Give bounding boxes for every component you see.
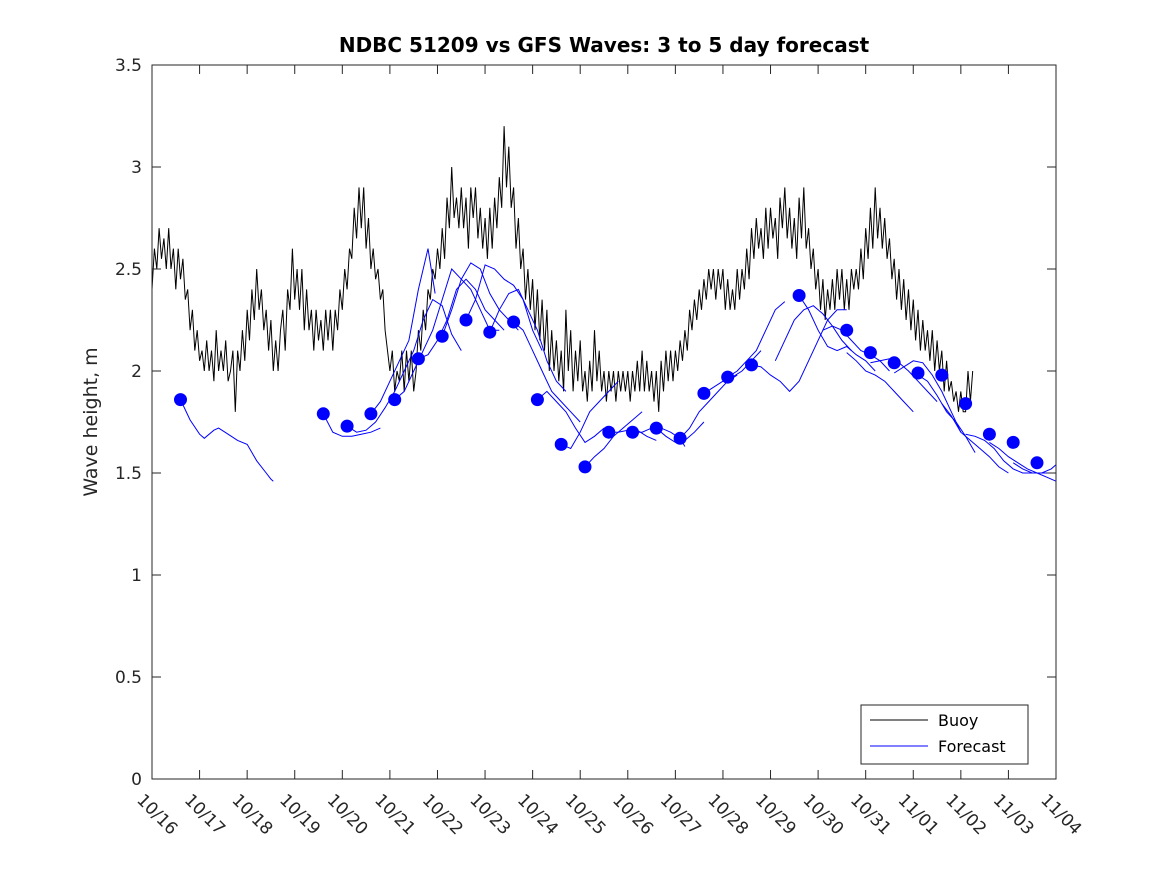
x-tick-label: 10/19 <box>275 790 324 839</box>
x-tick-label: 11/01 <box>894 790 943 839</box>
plot-frame <box>151 64 1057 780</box>
forecast-line <box>561 380 619 450</box>
buoy-series <box>151 126 974 413</box>
forecast-marker <box>626 425 639 439</box>
legend-forecast-label: Forecast <box>938 737 1006 756</box>
forecast-marker <box>316 407 330 421</box>
forecast-line <box>537 390 605 444</box>
x-tick-label: 10/21 <box>370 790 419 839</box>
forecast-marker <box>364 407 378 421</box>
forecast-marker <box>388 393 402 407</box>
y-axis: 0 0.5 1 1.5 2 2.5 3 3.5 <box>115 56 1056 790</box>
y-tick-label: 1.5 <box>115 464 142 484</box>
forecast-line <box>846 352 914 413</box>
forecast-marker <box>792 289 806 302</box>
forecast-line <box>489 288 567 392</box>
forecast-line <box>941 403 1009 474</box>
forecast-line <box>774 305 852 362</box>
forecast-marker <box>435 329 449 343</box>
forecast-marker <box>483 325 497 339</box>
x-tick-label: 10/27 <box>656 790 705 839</box>
forecast-line <box>513 321 581 423</box>
forecast-line <box>822 325 890 372</box>
x-tick-label: 10/18 <box>228 790 277 839</box>
forecast-line <box>798 295 876 372</box>
forecast-marker <box>459 313 473 327</box>
forecast-marker <box>578 460 592 474</box>
x-tick-label: 10/23 <box>466 790 515 839</box>
forecast-marker <box>649 421 663 435</box>
y-tick-label: 3.5 <box>115 56 142 76</box>
x-tick-label: 11/04 <box>1036 790 1085 839</box>
legend-buoy-label: Buoy <box>938 711 978 730</box>
chart-title: NDBC 51209 vs GFS Waves: 3 to 5 day fore… <box>339 33 870 57</box>
forecast-line <box>322 413 381 437</box>
y-tick-label: 2.5 <box>115 260 142 280</box>
forecast-marker <box>887 356 901 370</box>
x-tick-label: 11/03 <box>989 790 1038 839</box>
legend: Buoy Forecast <box>860 704 1029 765</box>
forecast-marker <box>935 368 949 382</box>
forecast-line <box>346 298 462 433</box>
x-tick-label: 10/26 <box>608 790 657 839</box>
x-tick-label: 10/16 <box>132 790 181 839</box>
forecast-marker <box>863 346 877 360</box>
forecast-marker <box>340 419 354 433</box>
forecast-marker <box>697 386 711 400</box>
forecast-line <box>893 360 962 433</box>
forecast-marker <box>411 352 425 366</box>
x-tick-label: 11/02 <box>941 790 990 839</box>
forecast-line <box>394 268 500 400</box>
x-tick-label: 10/29 <box>751 790 800 839</box>
forecast-line <box>180 399 274 482</box>
y-tick-label: 0.5 <box>115 668 142 688</box>
forecast-marker <box>911 366 925 380</box>
x-tick-label: 10/17 <box>180 790 229 839</box>
buoy-line <box>151 126 974 413</box>
forecast-marker <box>959 397 973 411</box>
forecast-line <box>465 264 543 351</box>
legend-box <box>860 704 1029 765</box>
forecast-marker <box>982 427 996 441</box>
forecast-marker <box>174 393 187 407</box>
forecast-marker <box>554 437 568 451</box>
x-tick-label: 10/24 <box>513 790 562 839</box>
x-tick-label: 10/30 <box>799 790 848 839</box>
y-tick-label: 1 <box>131 566 142 586</box>
x-tick-label: 10/22 <box>418 790 467 839</box>
forecast-marker <box>1030 456 1044 470</box>
forecast-marker <box>1006 435 1020 449</box>
forecast-line <box>441 262 519 337</box>
forecast-marker <box>602 425 616 439</box>
x-tick-label: 10/20 <box>323 790 372 839</box>
forecast-line <box>751 309 847 393</box>
forecast-line <box>370 248 436 415</box>
forecast-line <box>965 433 1056 474</box>
forecast-marker <box>840 323 854 337</box>
x-tick-label: 10/25 <box>561 790 610 839</box>
forecast-line <box>989 441 1057 482</box>
plot-background <box>152 65 1056 779</box>
forecast-marker <box>745 358 758 372</box>
forecast-marker <box>530 393 544 407</box>
forecast-marker <box>721 370 735 384</box>
y-tick-label: 2 <box>131 362 142 382</box>
y-tick-label: 0 <box>131 770 142 790</box>
forecast-line <box>1012 462 1057 474</box>
y-tick-label: 3 <box>131 158 142 178</box>
y-axis-label: Wave height, m <box>80 347 102 496</box>
forecast-line <box>727 301 786 378</box>
forecast-markers <box>174 289 1044 474</box>
forecast-line <box>418 278 505 360</box>
x-tick-label: 10/31 <box>846 790 895 839</box>
x-tick-label: 10/28 <box>703 790 752 839</box>
forecast-marker <box>673 431 687 445</box>
forecast-marker <box>507 315 521 329</box>
